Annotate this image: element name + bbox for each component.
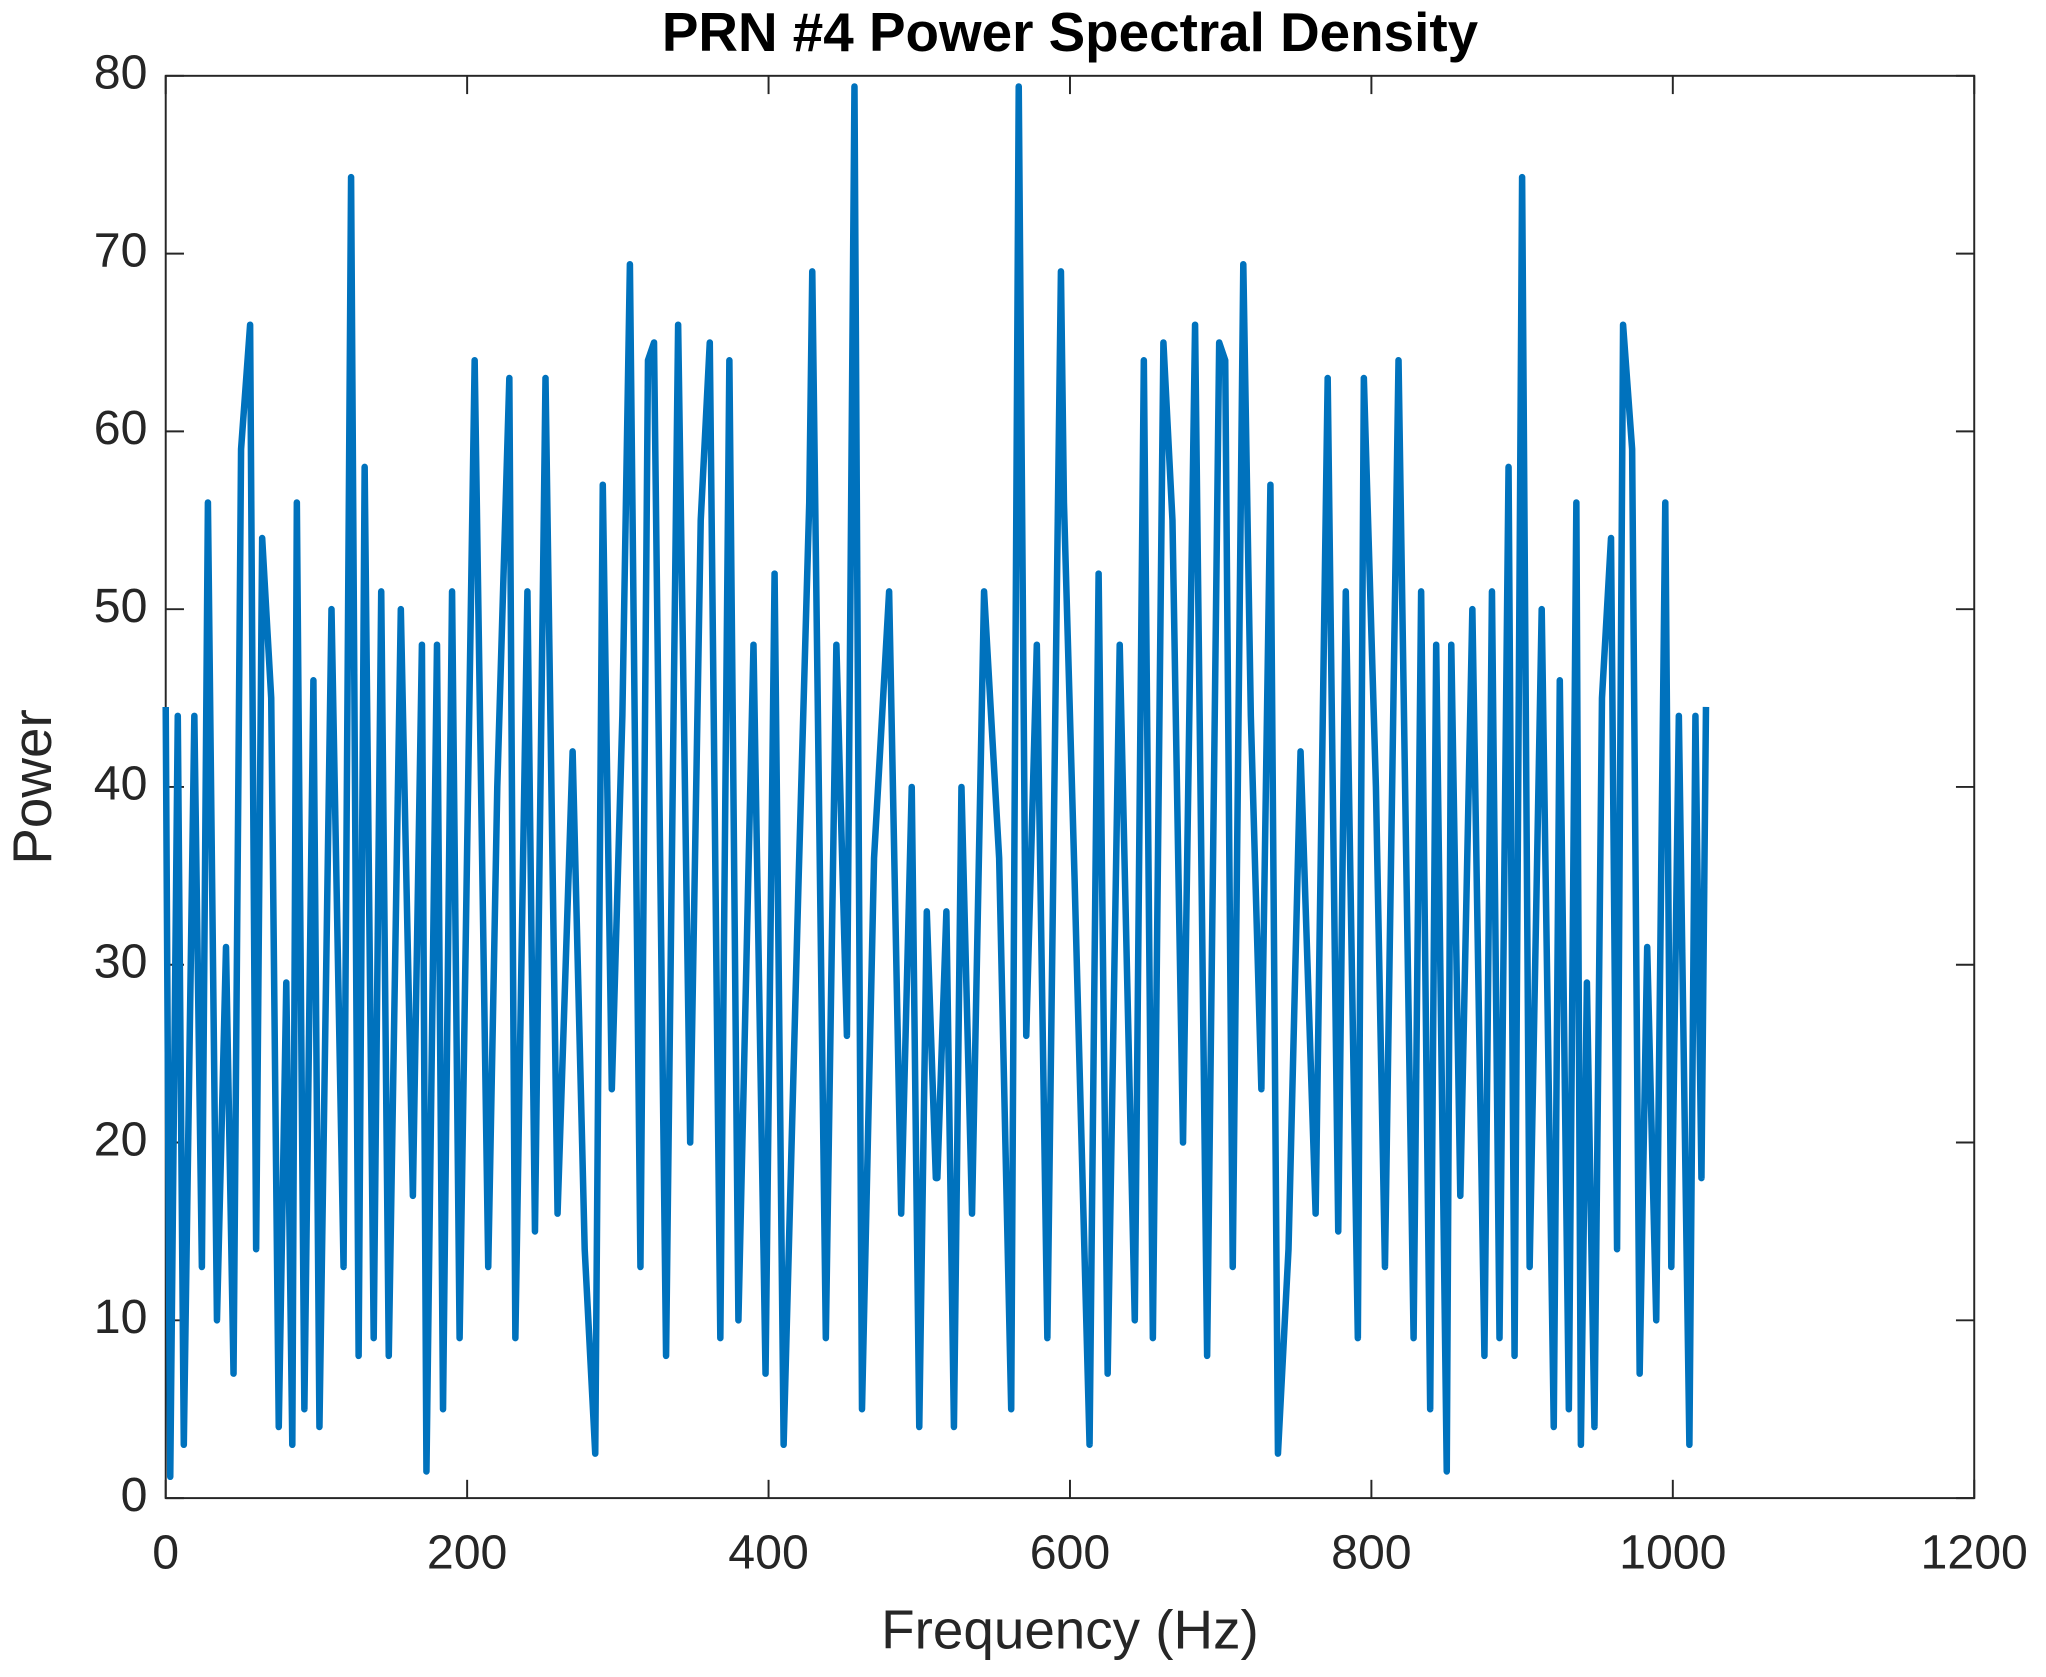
y-tick-label: 0	[121, 1468, 148, 1522]
y-tick-label: 40	[94, 757, 148, 811]
x-tick-label: 200	[427, 1525, 508, 1579]
y-tick-label: 10	[94, 1290, 148, 1344]
y-tick-label: 70	[94, 223, 148, 277]
x-tick-label: 1000	[1619, 1525, 1726, 1579]
x-tick-label: 1200	[1921, 1525, 2028, 1579]
x-tick-label: 0	[152, 1525, 179, 1579]
x-axis-label: Frequency (Hz)	[881, 1598, 1259, 1660]
y-axis-label: Power	[1, 709, 63, 864]
y-tick-label: 20	[94, 1112, 148, 1166]
x-tick-label: 600	[1030, 1525, 1111, 1579]
y-tick-label: 50	[94, 579, 148, 633]
chart-title: PRN #4 Power Spectral Density	[662, 1, 1479, 63]
y-tick-label: 80	[94, 46, 148, 100]
y-tick-label: 30	[94, 934, 148, 988]
y-tick-label: 60	[94, 401, 148, 455]
x-tick-label: 800	[1331, 1525, 1412, 1579]
data-line	[162, 83, 1710, 1481]
x-tick-label: 400	[728, 1525, 809, 1579]
